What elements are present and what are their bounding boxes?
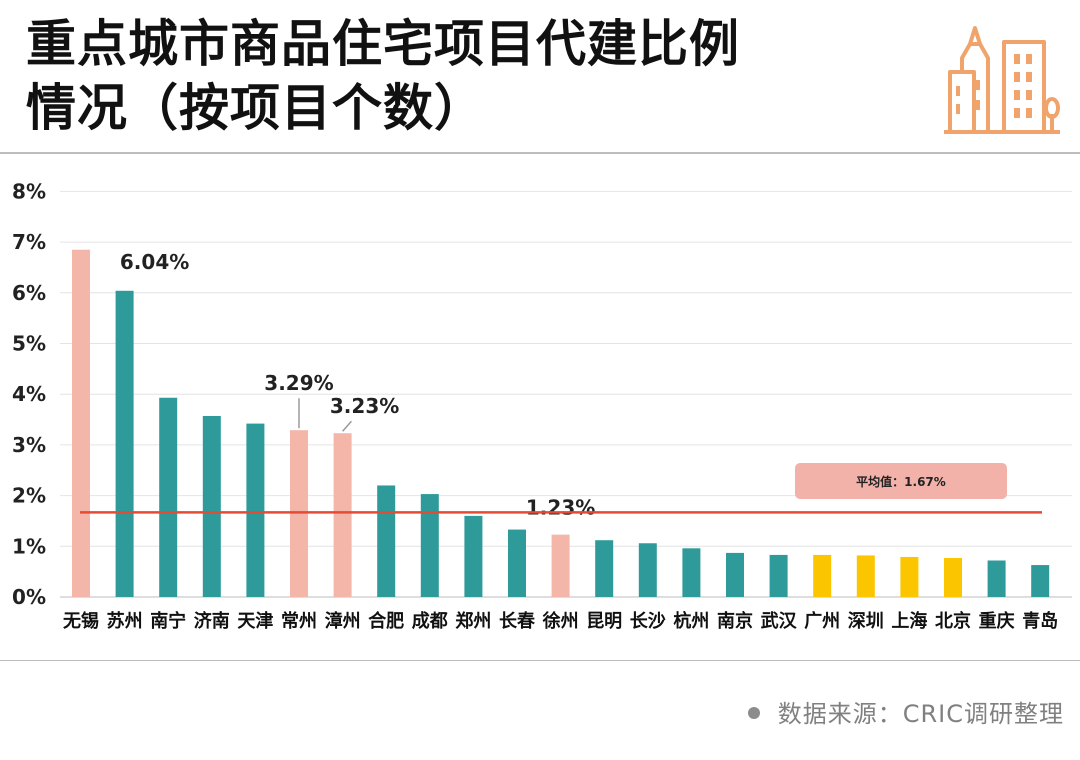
x-tick-label: 成都 <box>412 610 448 632</box>
x-tick-label: 重庆 <box>979 610 1015 632</box>
source-note: 数据来源：CRIC调研整理 <box>747 694 1064 729</box>
bar <box>813 554 832 597</box>
y-tick-label: 7% <box>12 230 46 254</box>
x-tick-label: 天津 <box>237 610 273 632</box>
bar <box>159 397 178 597</box>
bar <box>726 552 744 597</box>
average-label: 平均值：1.67% <box>856 474 946 489</box>
x-tick-label: 南宁 <box>150 610 186 632</box>
x-tick-label: 无锡 <box>63 610 99 632</box>
bar <box>333 433 352 597</box>
city-buildings-icon <box>944 26 1060 134</box>
y-tick-label: 3% <box>12 433 46 457</box>
data-label-leader <box>342 420 352 432</box>
bar <box>246 423 265 597</box>
data-label: 6.04% <box>120 250 189 274</box>
x-tick-label: 昆明 <box>586 611 622 632</box>
data-label: 1.23% <box>526 496 595 520</box>
bar <box>115 290 134 597</box>
y-tick-label: 8% <box>12 179 46 203</box>
y-tick-label: 1% <box>12 534 46 558</box>
average-callout <box>795 463 1007 499</box>
x-tick-label: 济南 <box>194 610 230 632</box>
bar <box>202 416 221 597</box>
bar <box>769 554 788 597</box>
bar <box>551 534 570 597</box>
x-tick-label: 长沙 <box>630 611 666 632</box>
x-tick-label: 北京 <box>935 610 971 632</box>
x-tick-label: 武汉 <box>761 611 798 632</box>
y-tick-label: 6% <box>12 281 46 305</box>
x-tick-label: 徐州 <box>542 610 579 632</box>
page-title: 重点城市商品住宅项目代建比例 情况（按项目个数） <box>26 12 926 140</box>
x-tick-label: 广州 <box>804 610 840 632</box>
x-tick-label: 漳州 <box>325 610 361 632</box>
bar <box>900 556 919 597</box>
x-tick-label: 深圳 <box>848 610 884 632</box>
title-line-1: 重点城市商品住宅项目代建比例 <box>26 15 740 73</box>
bar <box>464 515 483 597</box>
bar <box>638 543 657 597</box>
bar <box>856 555 875 597</box>
bar <box>508 529 526 597</box>
x-tick-label: 合肥 <box>368 610 404 632</box>
bar <box>377 485 396 597</box>
x-tick-label: 青岛 <box>1022 610 1058 632</box>
x-tick-label: 长春 <box>499 610 536 632</box>
bar <box>595 540 614 597</box>
header-divider <box>0 152 1080 154</box>
x-tick-label: 杭州 <box>673 610 709 632</box>
x-tick-label: 南京 <box>717 610 753 632</box>
x-tick-label: 苏州 <box>107 610 143 632</box>
data-label: 3.29% <box>264 371 333 395</box>
y-tick-label: 2% <box>12 484 46 508</box>
y-tick-label: 5% <box>12 332 46 356</box>
y-tick-label: 0% <box>12 585 46 609</box>
footer-divider <box>0 660 1080 661</box>
bar <box>290 430 308 597</box>
x-tick-label: 上海 <box>891 610 927 632</box>
title-line-2: 情况（按项目个数） <box>26 79 485 137</box>
bar <box>944 557 962 597</box>
bar <box>1031 565 1050 597</box>
bar <box>420 494 439 597</box>
x-tick-label: 常州 <box>281 610 317 632</box>
bullet-icon <box>747 707 760 719</box>
data-label: 3.23% <box>330 394 399 418</box>
y-tick-label: 4% <box>12 382 46 406</box>
bar <box>682 548 701 597</box>
bar <box>72 249 90 597</box>
x-tick-label: 郑州 <box>455 610 491 632</box>
bar <box>987 560 1006 597</box>
source-text: 数据来源：CRIC调研整理 <box>777 700 1064 728</box>
bar-chart: 0% 1% 2% 3% 4% 5% 6% 7% 8% 无锡 苏州 南宁 济南 天津 常州 漳州 合肥 成都 郑州 长春… <box>12 179 1072 632</box>
